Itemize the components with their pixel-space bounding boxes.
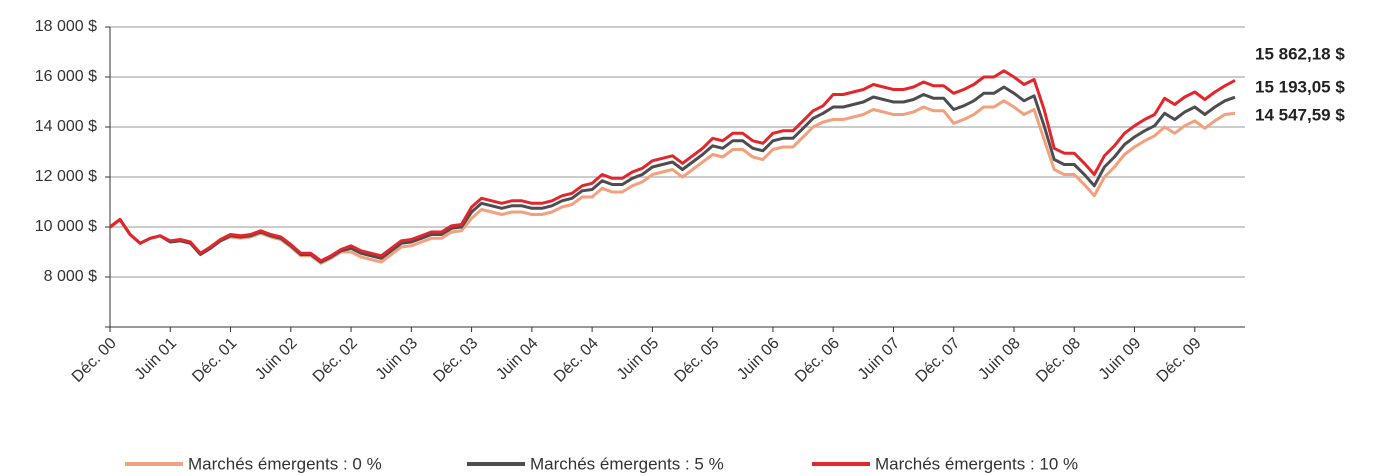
y-tick-label: 10 000 $ [35,218,97,235]
y-tick-label: 16 000 $ [35,68,97,85]
end-label: 15 862,18 $ [1255,44,1345,63]
x-tick-label: Juin 01 [132,335,181,384]
x-tick-label: Juin 08 [975,335,1024,384]
x-tick-label: Déc. 06 [792,335,843,386]
x-tick-label: Juin 09 [1096,335,1145,384]
end-label: 14 547,59 $ [1255,105,1345,124]
x-tick-label: Juin 02 [252,335,301,384]
x-tick-label: Déc. 05 [671,335,722,386]
x-tick-label: Déc. 04 [551,335,602,386]
y-tick-label: 18 000 $ [35,18,97,35]
x-tick-label: Déc. 03 [430,335,481,386]
legend-label: Marchés émergents : 0 % [188,454,382,473]
x-tick-label: Déc. 01 [189,335,240,386]
y-tick-label: 12 000 $ [35,168,97,185]
x-tick-label: Juin 04 [493,335,542,384]
x-tick-label: Juin 05 [614,335,663,384]
x-tick-label: Déc. 07 [913,335,964,386]
x-tick-label: Déc. 00 [69,335,120,386]
x-tick-label: Déc. 09 [1154,335,1205,386]
x-tick-label: Déc. 02 [310,335,361,386]
end-label: 15 193,05 $ [1255,77,1345,96]
x-tick-label: Déc. 08 [1033,335,1084,386]
x-tick-label: Juin 06 [734,335,783,384]
x-tick-label: Juin 03 [373,335,422,384]
legend-label: Marchés émergents : 5 % [530,454,724,473]
x-tick-label: Juin 07 [855,335,904,384]
y-tick-label: 14 000 $ [35,118,97,135]
legend-label: Marchés émergents : 10 % [875,454,1078,473]
y-tick-label: 8 000 $ [44,268,97,285]
series-line [109,69,1236,263]
